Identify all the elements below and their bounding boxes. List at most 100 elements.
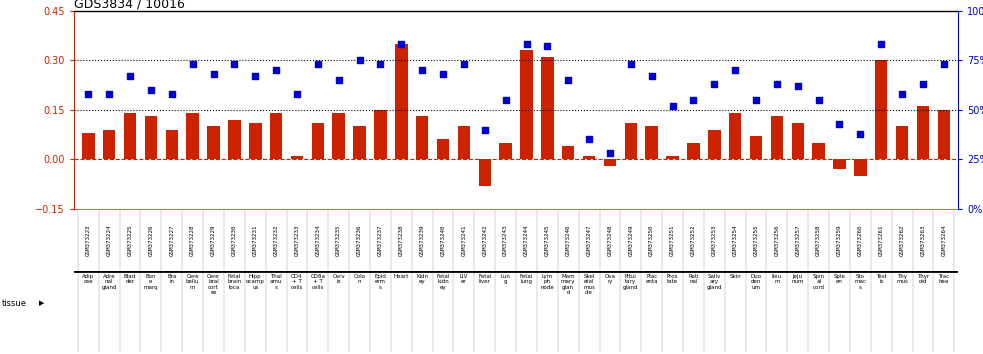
Text: GSM373249: GSM373249 bbox=[628, 224, 633, 256]
Bar bbox=[103, 130, 115, 159]
Point bbox=[852, 131, 868, 136]
Text: GSM373231: GSM373231 bbox=[253, 224, 258, 256]
Text: GSM373225: GSM373225 bbox=[128, 224, 133, 256]
Point bbox=[144, 87, 159, 93]
Text: GSM373235: GSM373235 bbox=[336, 224, 341, 256]
Point bbox=[936, 61, 952, 67]
Text: Bon
e
marq: Bon e marq bbox=[144, 274, 158, 290]
Text: Mam
mary
glan
d: Mam mary glan d bbox=[561, 274, 575, 295]
Text: Colo
n: Colo n bbox=[354, 274, 366, 285]
Text: GSM373252: GSM373252 bbox=[691, 224, 696, 256]
Text: Cerv
ix: Cerv ix bbox=[332, 274, 345, 285]
Point bbox=[915, 81, 931, 87]
Point bbox=[540, 44, 555, 49]
Point bbox=[603, 150, 618, 156]
Text: Skin: Skin bbox=[729, 274, 741, 279]
Text: LIV
er: LIV er bbox=[460, 274, 468, 285]
Bar bbox=[583, 156, 596, 159]
Bar bbox=[812, 143, 825, 159]
Text: CD4
+ T
cells: CD4 + T cells bbox=[291, 274, 303, 290]
Text: GSM373254: GSM373254 bbox=[732, 224, 737, 256]
Point bbox=[665, 103, 680, 109]
Bar bbox=[458, 126, 470, 159]
Text: Adre
nal
gland: Adre nal gland bbox=[101, 274, 117, 290]
Text: Bra
in: Bra in bbox=[167, 274, 177, 285]
Text: GSM373259: GSM373259 bbox=[837, 224, 842, 256]
Bar bbox=[791, 123, 804, 159]
Point bbox=[310, 61, 325, 67]
Bar bbox=[771, 116, 783, 159]
Point bbox=[811, 97, 827, 103]
Bar bbox=[499, 143, 512, 159]
Text: GSM373237: GSM373237 bbox=[377, 224, 383, 256]
Text: GSM373248: GSM373248 bbox=[607, 224, 612, 256]
Text: GSM373234: GSM373234 bbox=[316, 224, 320, 256]
Text: Hipp
ocamp
us: Hipp ocamp us bbox=[246, 274, 264, 290]
Bar bbox=[312, 123, 324, 159]
Point bbox=[519, 41, 535, 47]
Text: Cere
bellu
m: Cere bellu m bbox=[186, 274, 200, 290]
Bar bbox=[687, 143, 700, 159]
Point bbox=[331, 77, 347, 83]
Text: GSM373264: GSM373264 bbox=[942, 224, 947, 256]
Point bbox=[352, 57, 368, 63]
Bar bbox=[145, 116, 157, 159]
Bar bbox=[124, 113, 137, 159]
Text: GSM373247: GSM373247 bbox=[587, 224, 592, 256]
Bar bbox=[562, 146, 574, 159]
Point bbox=[644, 73, 660, 79]
Text: GSM373241: GSM373241 bbox=[461, 224, 466, 256]
Bar bbox=[436, 139, 449, 159]
Point bbox=[769, 81, 784, 87]
Bar bbox=[375, 110, 386, 159]
Text: Test
is: Test is bbox=[876, 274, 887, 285]
Text: GSM373232: GSM373232 bbox=[273, 224, 278, 256]
Point bbox=[581, 137, 597, 142]
Text: GSM373240: GSM373240 bbox=[440, 224, 445, 256]
Point bbox=[497, 97, 513, 103]
Text: GSM373242: GSM373242 bbox=[483, 224, 488, 256]
Bar bbox=[708, 130, 721, 159]
Text: Fetal
brain
loca: Fetal brain loca bbox=[227, 274, 242, 290]
Text: Ova
ry: Ova ry bbox=[605, 274, 615, 285]
Bar bbox=[646, 126, 658, 159]
Point bbox=[895, 91, 910, 97]
Bar bbox=[207, 126, 220, 159]
Text: Heart: Heart bbox=[393, 274, 409, 279]
Bar bbox=[854, 159, 867, 176]
Text: Sple
en: Sple en bbox=[834, 274, 845, 285]
Bar bbox=[395, 44, 408, 159]
Bar bbox=[479, 159, 492, 186]
Text: Fetal
kidn
ey: Fetal kidn ey bbox=[436, 274, 450, 290]
Text: GSM373261: GSM373261 bbox=[879, 224, 884, 256]
Text: Plac
enta: Plac enta bbox=[646, 274, 658, 285]
Bar bbox=[249, 123, 261, 159]
Bar bbox=[666, 156, 679, 159]
Text: Fetal
lung: Fetal lung bbox=[520, 274, 533, 285]
Text: GSM373236: GSM373236 bbox=[357, 224, 362, 256]
Text: Saliv
ary
gland: Saliv ary gland bbox=[707, 274, 723, 290]
Point bbox=[185, 61, 201, 67]
Text: GSM373227: GSM373227 bbox=[169, 224, 174, 256]
Bar bbox=[541, 57, 553, 159]
Text: Epid
erm
s: Epid erm s bbox=[375, 274, 386, 290]
Text: Cere
bral
cort
ex: Cere bral cort ex bbox=[207, 274, 220, 295]
Text: GSM373251: GSM373251 bbox=[670, 224, 675, 256]
Point bbox=[414, 67, 430, 73]
Text: Thal
amu
s: Thal amu s bbox=[270, 274, 282, 290]
Text: GSM373262: GSM373262 bbox=[899, 224, 904, 256]
Point bbox=[477, 127, 492, 132]
Text: GSM373223: GSM373223 bbox=[86, 224, 90, 256]
Bar bbox=[291, 156, 303, 159]
Bar bbox=[750, 136, 762, 159]
Bar bbox=[729, 113, 741, 159]
Bar bbox=[82, 133, 94, 159]
Point bbox=[248, 73, 263, 79]
Point bbox=[205, 71, 221, 77]
Text: Thy
mus: Thy mus bbox=[896, 274, 908, 285]
Point bbox=[685, 97, 701, 103]
Bar bbox=[875, 60, 888, 159]
Point bbox=[101, 91, 117, 97]
Text: GSM373260: GSM373260 bbox=[858, 224, 863, 256]
Bar bbox=[938, 110, 951, 159]
